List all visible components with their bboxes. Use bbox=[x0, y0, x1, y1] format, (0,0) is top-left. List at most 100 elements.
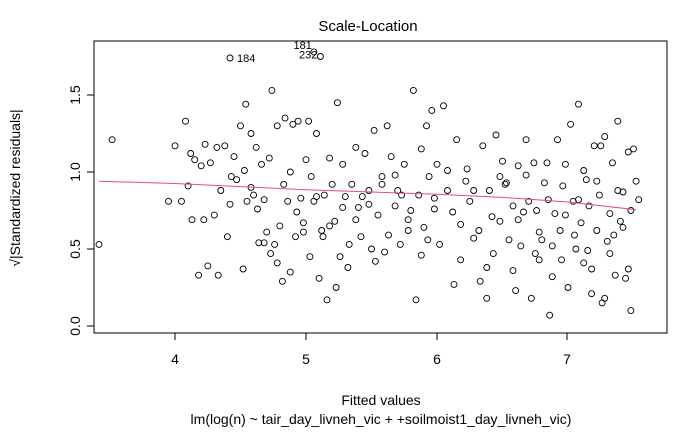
data-point bbox=[485, 187, 493, 194]
data-point bbox=[263, 228, 271, 236]
data-point bbox=[191, 156, 199, 164]
data-point bbox=[580, 259, 588, 267]
labeled-point-232 bbox=[316, 53, 324, 60]
data-point bbox=[273, 259, 281, 267]
data-point bbox=[315, 274, 323, 282]
data-point bbox=[546, 311, 554, 319]
data-point bbox=[368, 245, 375, 253]
y-axis-title: √|Standardized residuals| bbox=[7, 109, 23, 266]
x-tick-label: 5 bbox=[302, 351, 310, 367]
data-point bbox=[242, 100, 250, 108]
data-point bbox=[571, 231, 578, 239]
data-point bbox=[258, 160, 265, 168]
data-point bbox=[499, 157, 506, 165]
data-point bbox=[365, 187, 373, 194]
data-point bbox=[352, 216, 360, 224]
data-point bbox=[267, 250, 275, 258]
data-point bbox=[165, 197, 172, 205]
y-tick-label: 0.0 bbox=[67, 316, 83, 336]
data-point bbox=[496, 173, 504, 181]
data-point bbox=[328, 180, 336, 188]
data-point bbox=[611, 271, 619, 279]
data-point bbox=[204, 262, 212, 270]
data-point bbox=[182, 117, 189, 125]
data-point bbox=[603, 237, 611, 245]
data-point bbox=[544, 196, 552, 204]
data-point bbox=[200, 216, 208, 224]
x-tick-label: 7 bbox=[563, 351, 571, 367]
data-point bbox=[522, 171, 530, 179]
data-point bbox=[332, 284, 340, 291]
data-point bbox=[299, 219, 307, 227]
data-point bbox=[381, 248, 389, 256]
data-point bbox=[187, 150, 195, 157]
data-point bbox=[378, 173, 386, 181]
data-point bbox=[252, 143, 260, 151]
data-point bbox=[462, 177, 470, 185]
data-point bbox=[306, 253, 314, 261]
y-axis: 0.0 0.5 1.0 1.5 bbox=[67, 85, 95, 336]
data-point bbox=[197, 162, 205, 170]
data-point bbox=[463, 165, 471, 173]
data-point bbox=[540, 179, 548, 187]
data-point bbox=[344, 264, 352, 271]
data-point bbox=[531, 250, 539, 258]
data-point bbox=[593, 227, 601, 234]
data-point bbox=[505, 236, 513, 244]
data-point bbox=[514, 216, 522, 224]
data-point bbox=[230, 153, 238, 161]
data-point bbox=[433, 160, 441, 168]
data-point bbox=[409, 86, 417, 94]
data-point bbox=[496, 217, 504, 225]
data-point bbox=[457, 256, 465, 264]
data-point bbox=[614, 117, 622, 125]
data-point bbox=[396, 240, 404, 248]
data-point bbox=[425, 173, 433, 181]
x-axis: 4 5 6 7 bbox=[171, 332, 571, 367]
data-point bbox=[294, 117, 302, 125]
data-point bbox=[255, 239, 263, 247]
data-point bbox=[559, 182, 567, 190]
data-point bbox=[339, 160, 347, 168]
data-point bbox=[512, 287, 520, 295]
data-point bbox=[630, 145, 637, 153]
data-point bbox=[483, 264, 491, 271]
data-point bbox=[227, 173, 235, 181]
data-point bbox=[582, 176, 590, 184]
data-point bbox=[588, 290, 596, 298]
y-tick-label: 0.5 bbox=[67, 239, 83, 259]
data-point bbox=[577, 219, 585, 227]
x-tick-label: 4 bbox=[171, 351, 179, 367]
data-point bbox=[292, 233, 299, 241]
data-point bbox=[502, 179, 510, 187]
data-point bbox=[260, 239, 268, 247]
data-point bbox=[548, 242, 556, 250]
data-point bbox=[572, 245, 580, 253]
data-point bbox=[595, 191, 603, 199]
data-point bbox=[525, 197, 533, 205]
data-point bbox=[440, 102, 447, 110]
data-point bbox=[378, 180, 386, 188]
data-point bbox=[535, 228, 543, 236]
smooth-line bbox=[98, 180, 637, 211]
data-point bbox=[404, 216, 412, 224]
data-point bbox=[453, 136, 461, 144]
data-point bbox=[479, 142, 487, 150]
data-point bbox=[584, 247, 592, 254]
data-point bbox=[276, 222, 284, 230]
data-points bbox=[95, 48, 643, 319]
data-point bbox=[254, 205, 261, 213]
data-point bbox=[221, 142, 229, 150]
data-point bbox=[606, 210, 614, 218]
data-point bbox=[475, 227, 483, 234]
data-point bbox=[260, 196, 268, 204]
data-point bbox=[226, 200, 234, 208]
data-point bbox=[394, 187, 402, 194]
data-point bbox=[250, 191, 258, 199]
data-point bbox=[635, 196, 643, 204]
data-point bbox=[286, 168, 294, 176]
data-point bbox=[214, 271, 222, 279]
data-point bbox=[420, 223, 428, 231]
data-point bbox=[319, 233, 327, 241]
